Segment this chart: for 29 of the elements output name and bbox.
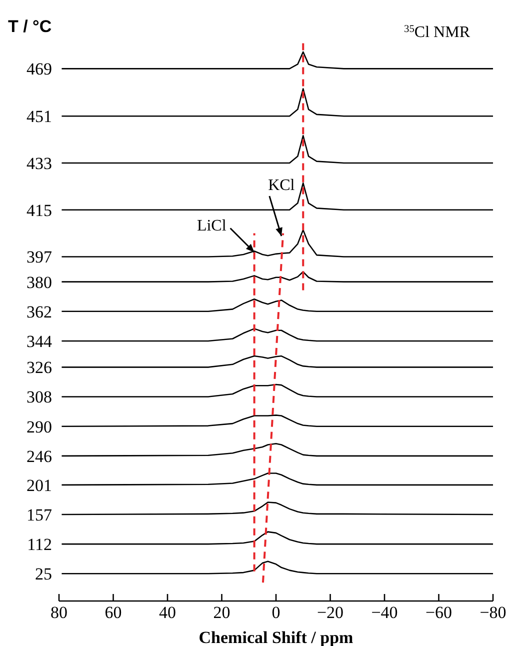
annotation: KCl	[268, 177, 296, 194]
series-label: 380	[26, 272, 52, 292]
annotation: LiCl	[196, 217, 227, 234]
series-label: 451	[26, 107, 52, 126]
series-label: 397	[26, 248, 52, 267]
x-tick-label: −20	[316, 603, 344, 622]
x-tick-label: 20	[213, 603, 230, 622]
series-label: 469	[26, 60, 52, 79]
x-tick-label: 80	[50, 603, 68, 622]
x-tick-label: −40	[371, 603, 398, 622]
series-label: 157	[26, 505, 52, 524]
series-label: 112	[27, 535, 52, 554]
series-label: 308	[26, 388, 52, 407]
x-tick-label: 0	[272, 603, 280, 622]
x-tick-label: −80	[480, 603, 506, 622]
series-label: 25	[35, 564, 52, 584]
series-label: 201	[26, 476, 52, 495]
legend-title: T / °C	[8, 17, 52, 36]
series-label: 290	[26, 417, 52, 436]
series-label: 362	[26, 302, 52, 322]
series-label: 326	[26, 358, 52, 378]
series-label: 344	[26, 332, 52, 351]
series-label: 433	[26, 154, 52, 173]
text: $^{35}$Cl NMR	[404, 24, 470, 41]
x-tick-label: −60	[425, 603, 452, 622]
series-label: 415	[26, 200, 52, 220]
series-label: 246	[26, 446, 52, 466]
x-tick-label: 60	[104, 603, 122, 622]
x-tick-label: 40	[159, 603, 176, 622]
